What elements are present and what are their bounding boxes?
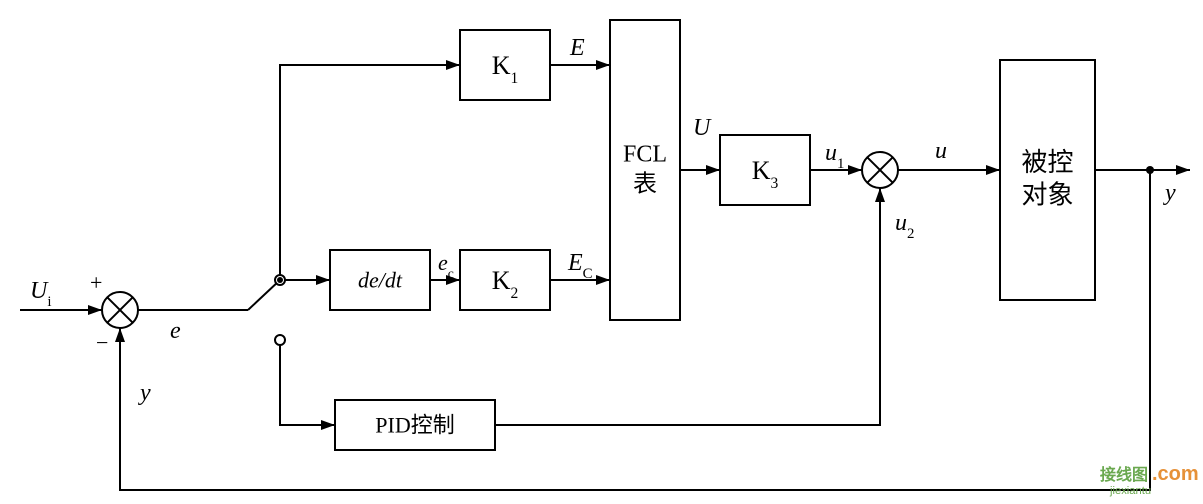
block-fcl-label-1: 表	[633, 171, 657, 198]
block-k1-sub: 1	[510, 70, 518, 87]
label-E: E	[569, 35, 585, 61]
watermark-text1: 接线图	[1100, 465, 1148, 484]
switch-up-dot	[277, 277, 283, 283]
block-pid-label: PID控制	[375, 413, 454, 438]
block-fcl	[610, 20, 680, 320]
label-minus: −	[96, 330, 108, 355]
label-u1-sub: 1	[837, 156, 844, 172]
label-e: e	[170, 318, 181, 344]
block-dedt-label: de/dt	[358, 268, 403, 293]
label-u: u	[935, 138, 947, 164]
switch-term-down	[275, 335, 285, 345]
block-plant-label-0: 被控	[1021, 148, 1073, 177]
node-out-tap	[1146, 166, 1154, 174]
block-plant-label-1: 对象	[1021, 180, 1073, 209]
block-k2-sub: 2	[510, 285, 518, 302]
label-u2-sub: 2	[907, 226, 914, 242]
label-y: y	[1163, 180, 1176, 206]
label-Ui-sub: i	[47, 294, 51, 310]
label-ec-sub: c	[448, 266, 454, 281]
block-k3-sub: 3	[770, 175, 778, 192]
label-y_fb: y	[138, 380, 151, 406]
watermark-sub: jiexiantu	[1109, 485, 1151, 497]
label-U: U	[693, 115, 712, 141]
label-Ec-sub: C	[583, 266, 593, 282]
block-fcl-label-0: FCL	[623, 142, 667, 168]
label-plus: +	[90, 270, 102, 295]
watermark-text2: .com	[1152, 463, 1199, 485]
